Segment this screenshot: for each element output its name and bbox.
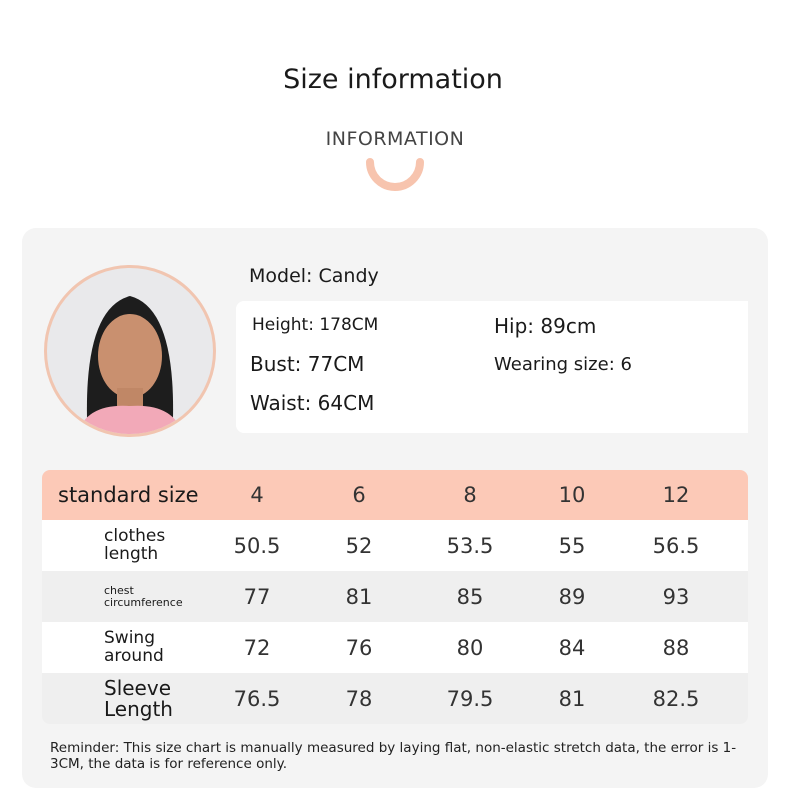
model-name: Model: Candy: [249, 265, 379, 287]
size-table: standard size 4 6 8 10 12 clothes length…: [42, 470, 748, 724]
size-header: 8: [463, 483, 477, 507]
row-label: chest circumference: [104, 583, 183, 609]
table-row: clothes length 50.5 52 53.5 55 56.5: [42, 520, 748, 571]
size-header: 4: [250, 483, 264, 507]
model-photo: [44, 265, 216, 437]
cell: 77: [243, 584, 271, 609]
cell: 76: [345, 635, 373, 660]
cell: 50.5: [233, 533, 281, 558]
cell: 78: [345, 686, 373, 711]
table-header-row: standard size 4 6 8 10 12: [42, 470, 748, 520]
table-row: Sleeve Length 76.5 78 79.5 81 82.5: [42, 673, 748, 724]
size-header: 12: [662, 483, 690, 507]
model-height: Height: 178CM: [252, 315, 379, 335]
table-row: chest circumference 77 81 85 89 93: [42, 571, 748, 622]
page-title: Size information: [283, 64, 503, 95]
page-subtitle: INFORMATION: [325, 128, 465, 150]
cell: 88: [662, 635, 690, 660]
table-row: Swing around 72 76 80 84 88: [42, 622, 748, 673]
cell: 72: [243, 635, 271, 660]
header-label: standard size: [58, 482, 199, 507]
cell: 82.5: [652, 686, 700, 711]
reminder-note: Reminder: This size chart is manually me…: [50, 740, 737, 772]
model-bust: Bust: 77CM: [250, 352, 365, 376]
cell: 81: [345, 584, 373, 609]
row-label: Swing around: [104, 627, 164, 666]
cell: 53.5: [446, 533, 494, 558]
model-measurements-panel: [236, 301, 748, 433]
cell: 79.5: [446, 686, 494, 711]
cell: 89: [558, 584, 586, 609]
row-label: clothes length: [104, 525, 166, 564]
smile-decoration-icon: [366, 158, 424, 191]
cell: 80: [456, 635, 484, 660]
cell: 84: [558, 635, 586, 660]
cell: 55: [558, 533, 586, 558]
cell: 93: [662, 584, 690, 609]
cell: 52: [345, 533, 373, 558]
model-waist: Waist: 64CM: [250, 391, 375, 415]
row-label: Sleeve Length: [104, 675, 173, 721]
size-header: 10: [558, 483, 586, 507]
cell: 76.5: [233, 686, 281, 711]
size-header: 6: [352, 483, 366, 507]
cell: 56.5: [652, 533, 700, 558]
cell: 85: [456, 584, 484, 609]
cell: 81: [558, 686, 586, 711]
model-hip: Hip: 89cm: [494, 314, 597, 338]
model-wearing-size: Wearing size: 6: [494, 354, 632, 375]
